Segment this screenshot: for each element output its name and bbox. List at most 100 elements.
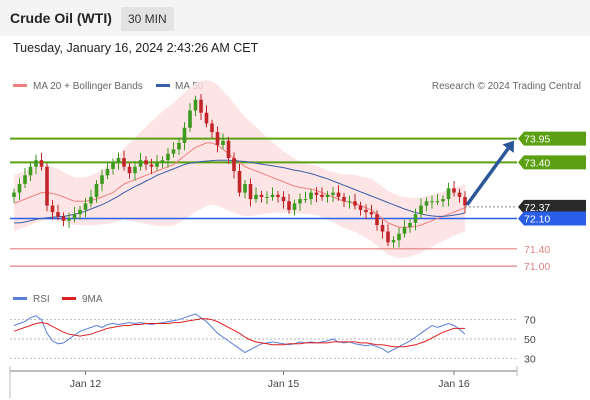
ma20-line (13, 142, 466, 228)
candle (105, 161, 110, 180)
level-label-box (518, 199, 586, 214)
candle-body (23, 175, 27, 184)
instrument-title: Crude Oil (WTI) (10, 10, 112, 26)
candle (199, 94, 203, 120)
candle-body (375, 214, 379, 225)
candle-body (204, 112, 209, 124)
candle-body (177, 142, 181, 150)
rsi-tick-label: 70 (524, 315, 536, 327)
level-label-text: 71.00 (524, 261, 550, 273)
candle (380, 219, 385, 239)
candle (177, 139, 181, 155)
candle (446, 182, 451, 207)
candle-body (39, 160, 44, 167)
level-label-last: 72.37 (518, 199, 586, 214)
candle (435, 193, 440, 206)
candle (243, 180, 247, 199)
candle (375, 210, 379, 231)
candle-body (166, 153, 170, 161)
candle (39, 152, 44, 171)
ma50-legend-swatch (156, 84, 170, 87)
candle-body (45, 166, 49, 206)
x-tick-label: Jan 12 (70, 378, 102, 390)
candle-body (386, 231, 390, 243)
timestamp: Tuesday, January 16, 2024 2:43:26 AM CET (13, 41, 259, 55)
candle-body (138, 160, 143, 167)
candle-body (122, 158, 126, 167)
candle (171, 142, 176, 158)
candle (358, 201, 363, 216)
candle (188, 103, 192, 132)
candle-body (435, 201, 440, 203)
candle-body (430, 201, 434, 203)
candle-body (287, 201, 291, 210)
level-label-text: 72.37 (524, 202, 550, 214)
candle-body (309, 192, 313, 200)
rsi-legend-swatch (13, 297, 27, 300)
candle-body (265, 196, 269, 198)
candle-body (353, 201, 357, 206)
candle-body (446, 188, 451, 200)
candle-body (397, 233, 401, 241)
candle (325, 190, 330, 203)
candle-body (50, 205, 55, 213)
candle (397, 228, 401, 248)
candle-body (292, 203, 297, 210)
candle (226, 136, 231, 164)
candle-body (215, 132, 220, 146)
candle (50, 200, 55, 220)
candle-body (424, 201, 429, 206)
candle (61, 212, 66, 227)
level-label-resistance: 73.95 (518, 131, 586, 146)
ma50-line (14, 159, 466, 224)
ma20-legend-label: MA 20 + Bollinger Bands (33, 81, 143, 92)
candle (314, 187, 319, 203)
candle-body (281, 196, 286, 202)
candle (342, 193, 346, 207)
candle (204, 105, 209, 128)
candle-body (182, 127, 187, 143)
candle (83, 197, 88, 218)
candle-body (12, 192, 16, 197)
forecast-arrow-head (502, 140, 514, 153)
level-label-text: 71.40 (524, 244, 550, 256)
candle (237, 163, 242, 197)
candle (281, 191, 286, 209)
rsi-series-rsi (13, 313, 466, 354)
candle-body (303, 199, 308, 201)
candle (155, 155, 159, 171)
candle (424, 197, 429, 212)
candle (402, 219, 407, 238)
candle (463, 191, 467, 213)
candle-body (155, 162, 159, 167)
rsi-tick-label: 50 (524, 334, 536, 346)
candle-body (89, 196, 93, 204)
candle-body (160, 160, 165, 163)
level-label-text: 73.40 (524, 157, 550, 169)
candle (23, 168, 27, 188)
candle (309, 188, 313, 205)
candle (441, 195, 445, 207)
level-label-text: 73.95 (524, 134, 550, 146)
level-label-box (518, 155, 586, 170)
rsi-ma-legend-label: 9MA (82, 294, 103, 305)
candle (391, 236, 396, 248)
credit-label: Research © 2024 Trading Central (432, 81, 581, 92)
candle (111, 158, 115, 175)
candle-body (457, 192, 462, 197)
level-label-text: 72.10 (524, 214, 550, 226)
candle (100, 169, 104, 192)
candle (364, 204, 368, 220)
candle-body (34, 160, 38, 167)
candle-body (171, 149, 176, 154)
candle (116, 152, 121, 170)
x-tick-label: Jan 15 (268, 378, 300, 390)
candle (182, 122, 187, 151)
candle-body (56, 212, 60, 217)
candle-body (270, 194, 275, 197)
candle (336, 185, 341, 201)
candle-body (320, 194, 324, 197)
candle-body (105, 168, 110, 176)
interval-badge[interactable]: 30 MIN (121, 7, 174, 31)
candle (215, 126, 220, 153)
